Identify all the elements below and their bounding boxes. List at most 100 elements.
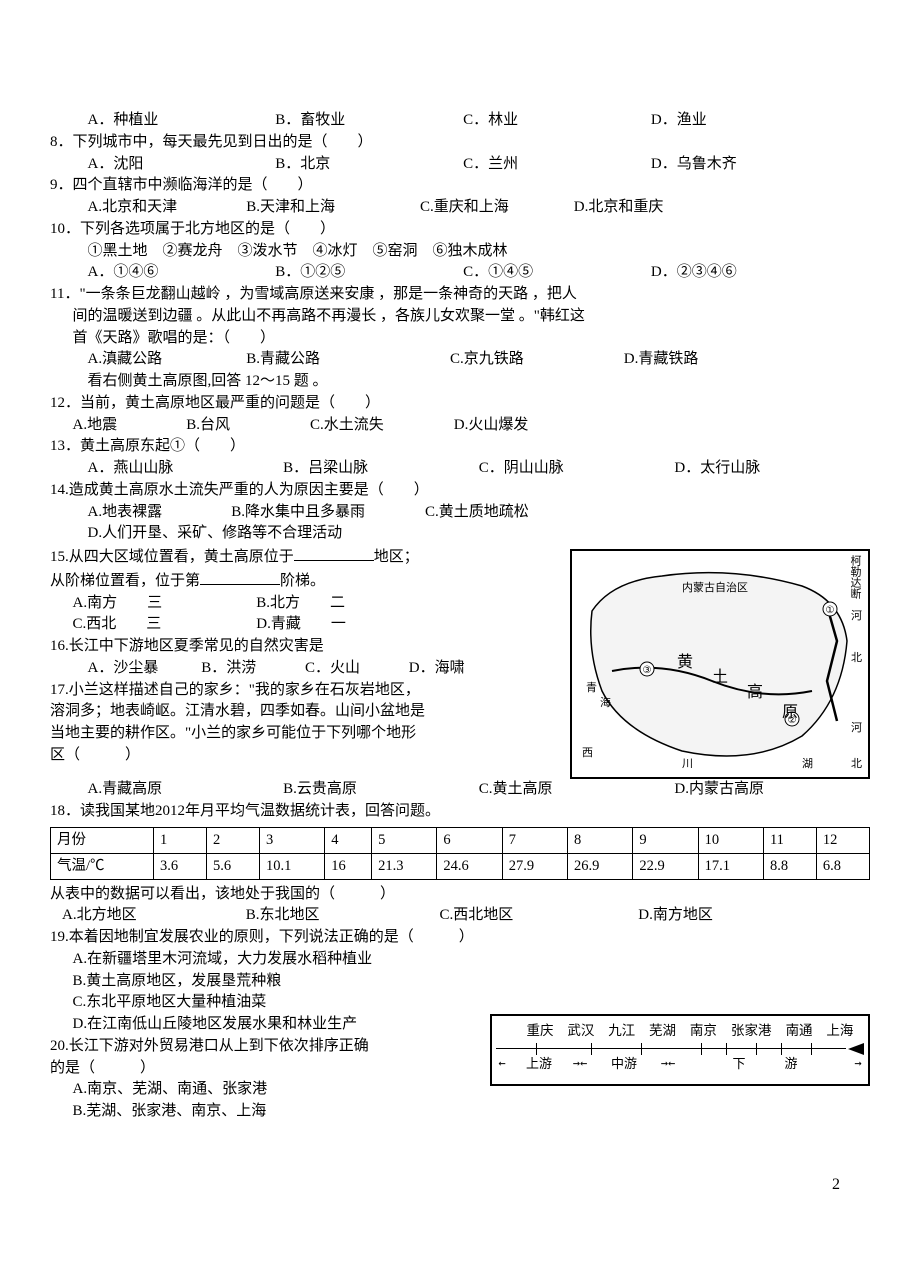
t1: 3.6 (154, 853, 207, 879)
q8-opt-a: A．沈阳 (88, 154, 276, 176)
q15-stem2b-text: 阶梯。 (280, 573, 325, 589)
q12-opt-c: C.水土流失 (310, 415, 450, 437)
q11-opt-b: B.青藏公路 (246, 349, 446, 371)
q11-opt-d: D.青藏铁路 (624, 349, 699, 371)
city-2: 九江 (608, 1024, 636, 1039)
map-lbl-10: 川 (682, 757, 693, 773)
q17-opt-a: A.青藏高原 (88, 779, 284, 801)
q13-opt-c: C．阴山山脉 (479, 458, 675, 480)
m8: 8 (568, 827, 633, 853)
q14-options-abc: A.地表裸露 B.降水集中且多暴雨 C.黄土质地疏松 (50, 502, 870, 524)
q15-opts-ab: A.南方 三 B.北方 二 (50, 593, 564, 615)
hdr-month: 月份 (51, 827, 154, 853)
q17-opt-c: C.黄土高原 (479, 779, 675, 801)
q14-opt-b: B.降水集中且多暴雨 (231, 502, 421, 524)
q19-stem: 19.本着因地制宜发展农业的原则，下列说法正确的是（ ） (50, 927, 870, 949)
delta-icon (848, 1043, 864, 1055)
loess-plateau-map: ① ② ③ 柯勒达断 内蒙古自治区 河 黄 土 高 北 原 河 西 川 湖 北 … (570, 549, 870, 779)
q11-stem-l2: 间的温暖送到边疆 。从此山不再高路不再漫长 ，各族儿女欢聚一堂 。"韩红这 (50, 306, 870, 328)
q11-stem-l1: 11．"一条条巨龙翻山越岭 ，为雪域高原送来安康 ，那是一条神奇的天路 ，把人 (50, 284, 870, 306)
q10-opt-b: B．①②⑤ (275, 262, 463, 284)
t8: 26.9 (568, 853, 633, 879)
map-lbl-3: 黄 (677, 651, 693, 674)
m4: 4 (325, 827, 372, 853)
sec-lower: 下 游 (678, 1055, 852, 1074)
q17-l4: 区（ ） (50, 745, 564, 767)
t9: 22.9 (633, 853, 698, 879)
q18-stem: 18．读我国某地2012年月平均气温数据统计表，回答问题。 (50, 801, 870, 823)
q7-opt-b: B．畜牧业 (275, 110, 463, 132)
q15-opt-d: D.青藏 一 (256, 614, 346, 636)
q11-stem-l3: 首《天路》歌唱的是：（ ） (50, 328, 870, 350)
q12-opt-a: A.地震 (73, 415, 183, 437)
q12-options: A.地震 B.台风 C.水土流失 D.火山爆发 (50, 415, 870, 437)
q15-stem1-text: 15.从四大区域位置看，黄土高原位于 (50, 549, 294, 565)
q7-options: A．种植业 B．畜牧业 C．林业 D．渔业 (50, 110, 870, 132)
t4: 16 (325, 853, 372, 879)
map-lbl-5: 高 (747, 681, 763, 704)
blank-region (294, 545, 374, 561)
q18-opt-d: D.南方地区 (638, 905, 713, 927)
q14-stem: 14.造成黄土高原水土流失严重的人为原因主要是（ ） (50, 480, 870, 502)
q16-options: A．沙尘暴 B．洪涝 C．火山 D．海啸 (50, 658, 564, 680)
q19-opt-d: D.在江南低山丘陵地区发展水果和林业生产 (50, 1014, 484, 1036)
map-lbl-9: 西 (582, 746, 593, 762)
q14-opt-a: A.地表裸露 (88, 502, 228, 524)
map-lbl-6: 北 (851, 651, 862, 667)
t11: 8.8 (763, 853, 816, 879)
ports-cities: 重庆 武汉 九江 芜湖 南京 张家港 南通 上海 (496, 1024, 864, 1039)
q19-opt-c: C.东北平原地区大量种植油菜 (50, 992, 870, 1014)
q19-opt-b: B.黄土高原地区，发展垦荒种粮 (50, 971, 870, 993)
table-row-temp: 气温/℃ 3.6 5.6 10.1 16 21.3 24.6 27.9 26.9… (51, 853, 870, 879)
q20-opt-b: B.芜湖、张家港、南京、上海 (50, 1101, 484, 1123)
q11-options: A.滇藏公路 B.青藏公路 C.京九铁路 D.青藏铁路 (50, 349, 870, 371)
city-7: 上海 (826, 1024, 854, 1039)
q12-opt-d: D.火山爆发 (454, 415, 529, 437)
q16-opt-d: D．海啸 (409, 658, 465, 680)
q15-opt-c: C.西北 三 (73, 614, 253, 636)
q7-opt-c: C．林业 (463, 110, 651, 132)
m10: 10 (698, 827, 763, 853)
q10-opt-a: A．①④⑥ (88, 262, 276, 284)
svg-text:①: ① (826, 605, 835, 616)
q7-opt-a: A．种植业 (88, 110, 276, 132)
q10-stem: 10．下列各选项属于北方地区的是（ ） (50, 219, 870, 241)
q18-options: A.北方地区 B.东北地区 C.西北地区 D.南方地区 (50, 905, 870, 927)
q11-note: 看右侧黄土高原图,回答 12～15 题 。 (50, 371, 870, 393)
map-lbl-11: 湖 (802, 757, 813, 773)
q20-opt-a: A.南京、芜湖、南通、张家港 (50, 1079, 484, 1101)
q9-stem: 9．四个直辖市中濒临海洋的是（ ） (50, 175, 870, 197)
q13-opt-d: D．太行山脉 (674, 458, 870, 480)
q8-stem: 8．下列城市中，每天最先见到日出的是（ ） (50, 132, 870, 154)
map-lbl-1: 内蒙古自治区 (682, 581, 748, 597)
m1: 1 (154, 827, 207, 853)
t6: 24.6 (437, 853, 502, 879)
q15-stem2a-text: 从阶梯位置看，位于第 (50, 573, 200, 589)
t12: 6.8 (816, 853, 869, 879)
q10-opt-d: D．②③④⑥ (651, 262, 839, 284)
m11: 11 (763, 827, 816, 853)
q12-stem: 12．当前，黄土高原地区最严重的问题是（ ） (50, 393, 870, 415)
t2: 5.6 (207, 853, 260, 879)
map-lbl-8: 河 (851, 721, 862, 737)
map-lbl-qing: 青 (586, 681, 597, 697)
q19-opt-a: A.在新疆塔里木河流域，大力发展水稻种植业 (50, 949, 870, 971)
sec-upper: 上游 (508, 1055, 570, 1074)
sec-mid: 中游 (590, 1055, 658, 1074)
q20-stem-l1: 20.长江下游对外贸易港口从上到下依次排序正确 (50, 1036, 484, 1058)
q9-opt-b: B.天津和上海 (246, 197, 416, 219)
q10-opt-c: C．①④⑤ (463, 262, 651, 284)
table-row-month: 月份 1 2 3 4 5 6 7 8 9 10 11 12 (51, 827, 870, 853)
q13-options: A．燕山山脉 B．吕梁山脉 C．阴山山脉 D．太行山脉 (50, 458, 870, 480)
m5: 5 (372, 827, 437, 853)
q10-stem2: ①黑土地 ②赛龙舟 ③泼水节 ④冰灯 ⑤窑洞 ⑥独木成林 (50, 241, 870, 263)
svg-text:③: ③ (643, 665, 652, 676)
q13-opt-b: B．吕梁山脉 (283, 458, 479, 480)
q17-l3: 当地主要的耕作区。"小兰的家乡可能位于下列哪个地形 (50, 723, 564, 745)
map-lbl-hai: 海 (600, 696, 611, 712)
river-sections: ← 上游 →← 中游 →← 下 游 → (496, 1055, 864, 1074)
map-lbl-12: 北 (851, 757, 862, 773)
q15-opts-cd: C.西北 三 D.青藏 一 (50, 614, 564, 636)
q13-opt-a: A．燕山山脉 (88, 458, 284, 480)
m3: 3 (259, 827, 324, 853)
